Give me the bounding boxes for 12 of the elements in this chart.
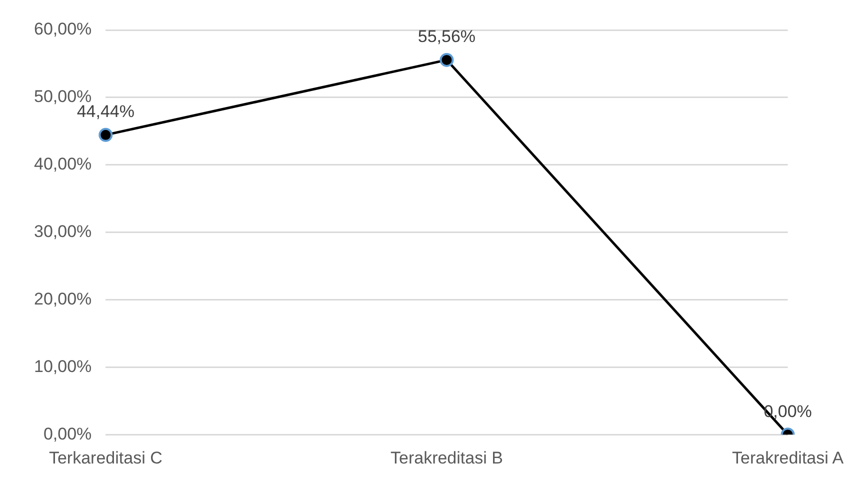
y-tick-label: 60,00% bbox=[34, 20, 92, 39]
y-tick-label: 40,00% bbox=[34, 154, 92, 174]
data-label: 55,56% bbox=[418, 27, 476, 46]
x-tick-label: Terakreditasi A bbox=[732, 448, 844, 468]
x-tick-label: Terakreditasi B bbox=[390, 448, 503, 468]
point bbox=[98, 128, 113, 142]
point bbox=[440, 52, 454, 67]
x-tick-label: Terkareditasi C bbox=[48, 448, 162, 468]
y-tick-label: 0,00% bbox=[43, 424, 92, 444]
y-tick-label: 30,00% bbox=[34, 222, 92, 241]
y-tick-label: 10,00% bbox=[34, 356, 92, 376]
y-tick-label: 20,00% bbox=[34, 289, 92, 308]
